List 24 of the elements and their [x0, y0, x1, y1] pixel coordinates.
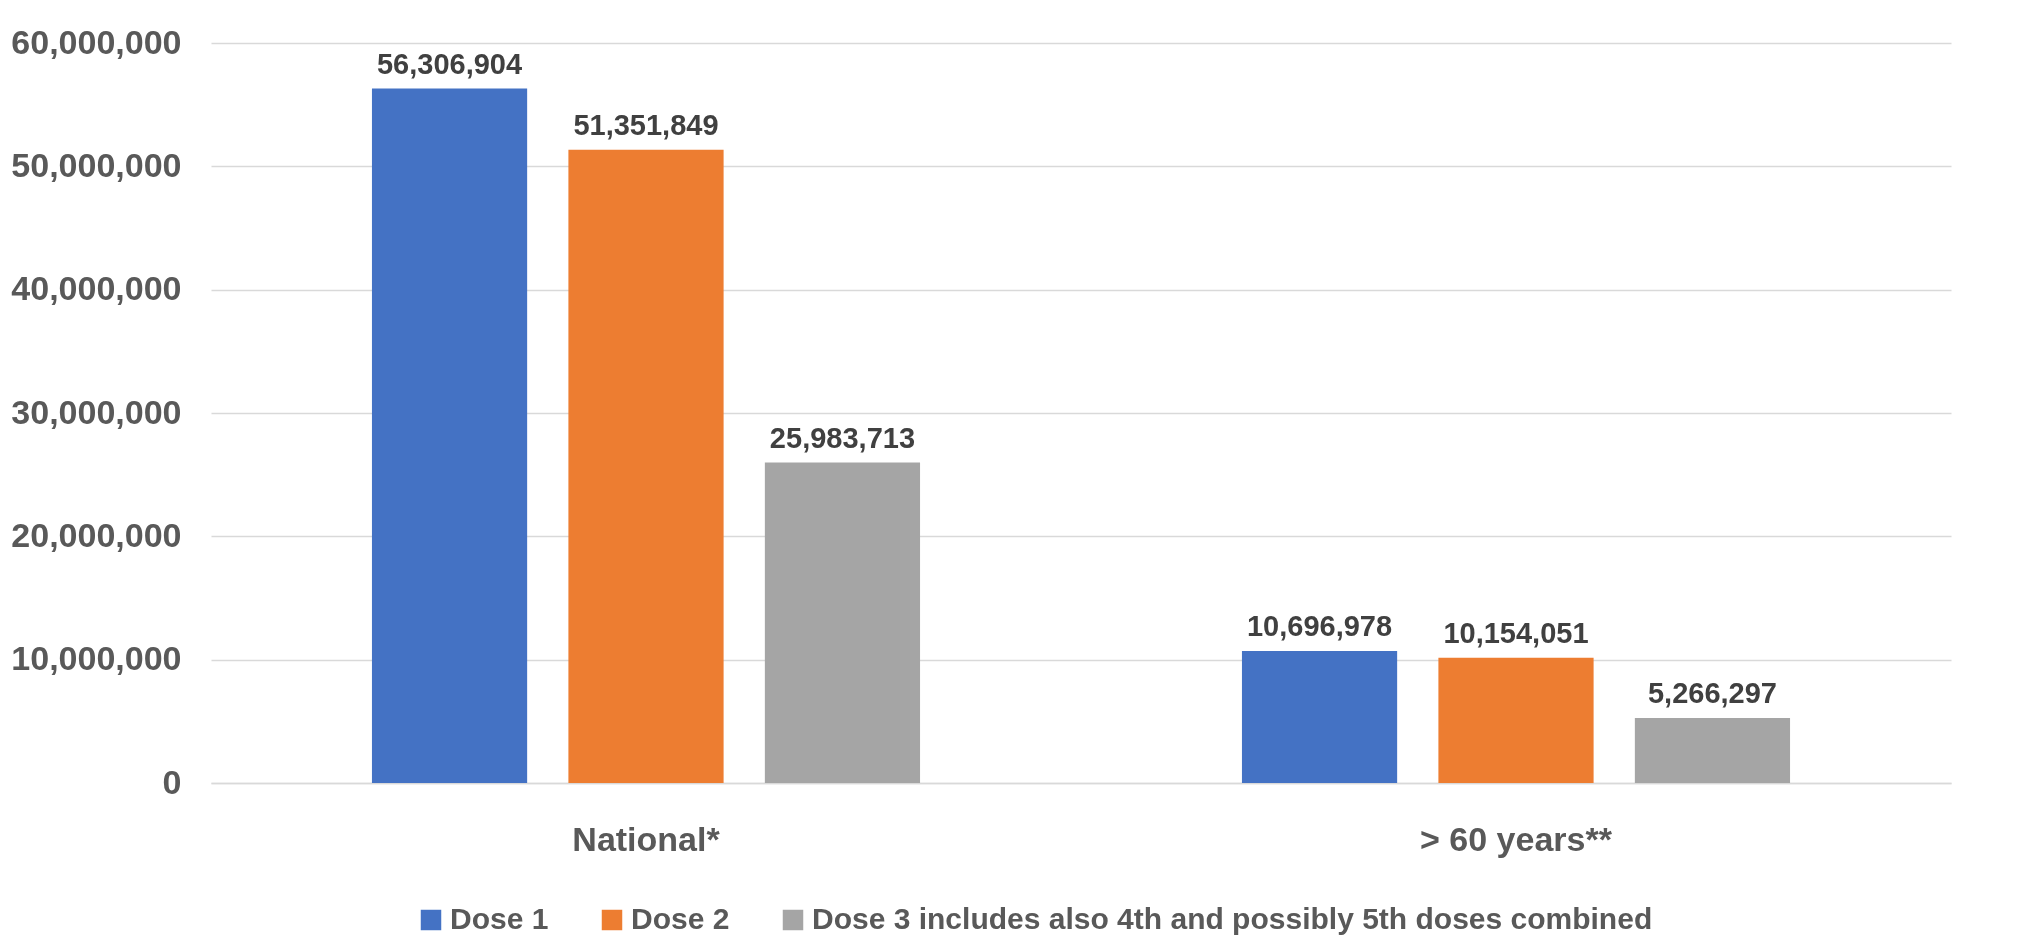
- x-tick-label: > 60 years**: [1420, 819, 1613, 858]
- bar: [1634, 718, 1791, 783]
- bar: [1241, 651, 1398, 783]
- y-tick-label: 10,000,000: [11, 639, 182, 678]
- y-tick-label: 60,000,000: [11, 22, 182, 61]
- data-label: 56,306,904: [376, 47, 523, 80]
- legend-label: Dose 1: [450, 902, 549, 935]
- legend-label: Dose 3 includes also 4th and possibly 5th doses combined: [812, 902, 1653, 935]
- y-tick-label: 30,000,000: [11, 392, 182, 431]
- legend-label: Dose 2: [631, 902, 730, 935]
- bar: [371, 88, 528, 783]
- bar: [568, 149, 724, 783]
- data-label: 5,266,297: [1647, 677, 1777, 710]
- data-label: 25,983,713: [769, 421, 916, 454]
- y-tick-label: 50,000,000: [11, 145, 182, 184]
- data-label: 10,696,978: [1246, 610, 1393, 643]
- data-label: 51,351,849: [573, 108, 719, 141]
- data-label: 10,154,051: [1443, 616, 1589, 649]
- bar: [1438, 657, 1594, 783]
- y-tick-label: 20,000,000: [11, 515, 182, 554]
- x-tick-label: National*: [572, 819, 721, 858]
- y-tick-label: 0: [162, 762, 182, 801]
- bar: [764, 462, 921, 783]
- y-tick-label: 40,000,000: [11, 269, 182, 308]
